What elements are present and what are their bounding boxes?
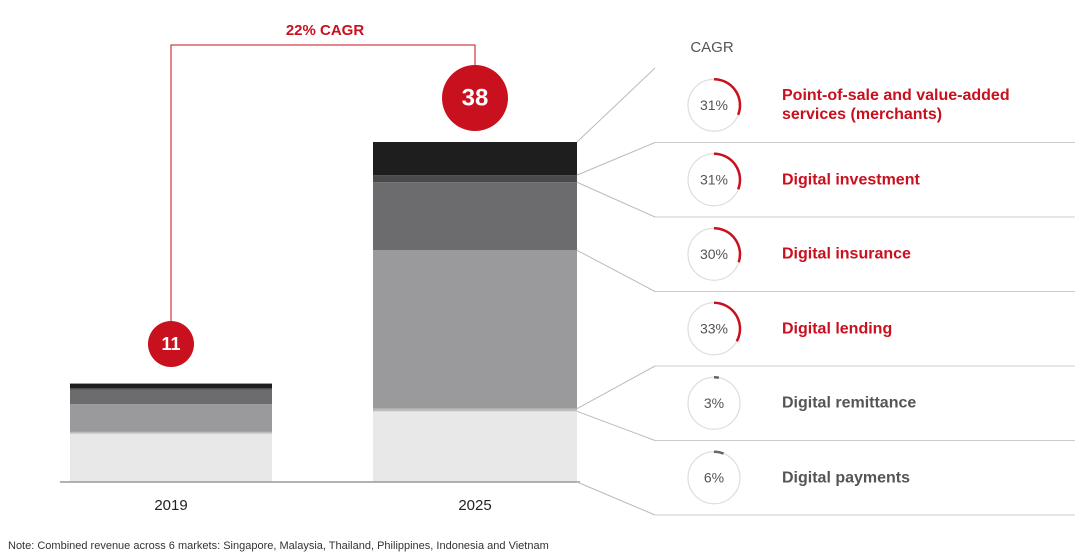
bar-segment xyxy=(373,411,577,482)
cagr-label: 31% xyxy=(700,171,728,187)
cagr-label: 31% xyxy=(700,97,728,113)
legend-label: Digital payments xyxy=(782,469,911,487)
bar-segment xyxy=(373,182,577,251)
x-tick-label: 2025 xyxy=(458,497,491,514)
note: Note: Combined revenue across 6 markets:… xyxy=(8,540,549,552)
cagr-arc xyxy=(713,301,742,342)
cagr-label: 6% xyxy=(704,469,724,485)
connector xyxy=(576,365,656,410)
cagr-label: 30% xyxy=(700,246,728,262)
cagr-arc xyxy=(713,152,742,190)
legend-label: Digital lending xyxy=(782,320,893,338)
total-bubble xyxy=(442,65,508,131)
bar-segment xyxy=(373,408,577,412)
bar-segment xyxy=(70,433,272,482)
cagr-arc xyxy=(713,78,742,116)
cagr-label: 33% xyxy=(700,320,728,336)
connector xyxy=(576,142,656,176)
x-tick-label: 2019 xyxy=(154,497,187,514)
total-label: 11 xyxy=(161,334,180,354)
total-label: 38 xyxy=(462,84,489,111)
cagr-annotation: 22% CAGR xyxy=(286,22,365,39)
bar-segment xyxy=(70,388,272,390)
cagr-arc xyxy=(713,450,725,455)
connector xyxy=(576,181,656,218)
bar-segment xyxy=(70,404,272,432)
cagr-arc xyxy=(713,227,742,263)
bar-segment xyxy=(373,250,577,409)
connector xyxy=(576,410,656,441)
cagr-label: 3% xyxy=(704,395,724,411)
legend-label: Point-of-sale and value-added services (… xyxy=(782,87,1010,124)
bar-segment xyxy=(70,383,272,389)
total-bubble xyxy=(148,321,194,367)
cagr-header: CAGR xyxy=(690,39,734,56)
connector xyxy=(576,481,656,516)
bar-segment xyxy=(373,175,577,183)
connector xyxy=(576,67,656,143)
bar-segment xyxy=(70,389,272,405)
connector xyxy=(576,249,656,292)
legend-label: Digital remittance xyxy=(782,394,917,412)
bar-segment xyxy=(70,431,272,434)
legend-label: Digital insurance xyxy=(782,245,911,263)
cagr-bracket xyxy=(170,44,476,321)
legend-label: Digital investment xyxy=(782,171,920,189)
bar-segment xyxy=(373,142,577,176)
